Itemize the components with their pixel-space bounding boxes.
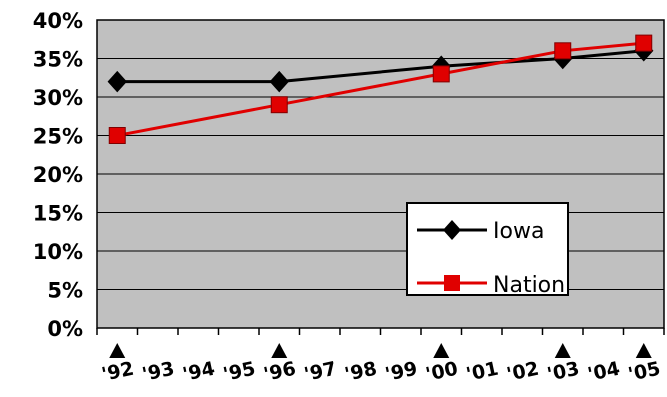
legend-marker-iowa: [443, 220, 461, 240]
y-tick-label: 30%: [33, 86, 83, 110]
data-point-nation: [635, 34, 653, 52]
data-point-nation: [432, 65, 450, 83]
data-point-nation: [270, 96, 288, 114]
y-tick-label: 15%: [33, 202, 83, 226]
legend: Iowa Nation: [406, 202, 569, 298]
y-tick-label: 20%: [33, 163, 83, 187]
x-tick-label: '98: [343, 358, 379, 386]
x-tick-label: '99: [383, 358, 419, 386]
x-tick-label: '03: [545, 358, 581, 386]
x-tick-label: '04: [586, 358, 622, 386]
legend-box: [406, 202, 569, 296]
year-highlight-arrow: [109, 343, 126, 358]
data-point-nation: [554, 42, 572, 60]
data-point-iowa: [107, 70, 127, 93]
y-tick-label: 40%: [33, 9, 83, 33]
x-tick-label: '01: [464, 358, 500, 386]
x-axis: '92'93'94'95'96'97'98'99'00'01'02'03'04 '…: [96, 328, 665, 386]
y-tick-label: 35%: [33, 48, 83, 72]
x-tick-label: '94: [181, 358, 217, 386]
year-highlight-arrow: [433, 343, 450, 358]
y-tick-label: 0%: [47, 317, 83, 341]
x-tick-label: '96: [262, 358, 298, 386]
x-tick-label: '95: [221, 358, 257, 386]
series-group: [107, 34, 654, 144]
y-tick-label: 10%: [33, 240, 83, 264]
data-point-iowa: [269, 70, 289, 93]
x-tick-label: '93: [140, 358, 176, 386]
x-tick-label: '05: [626, 358, 662, 386]
y-axis: 0% 5% 10% 15% 20% 25% 30% 35% 40%: [33, 9, 83, 341]
data-point-nation: [108, 127, 126, 144]
year-highlight-arrow: [554, 343, 571, 358]
legend-label-iowa: Iowa: [493, 219, 544, 244]
legend-marker-nation: [444, 275, 460, 291]
y-tick-label: 5%: [47, 279, 83, 303]
x-tick-label: '00: [424, 358, 460, 386]
x-tick-label: '97: [302, 358, 338, 386]
year-highlight-arrow: [271, 343, 288, 358]
x-tick-label: '02: [505, 358, 541, 386]
x-tick-label: '92: [100, 358, 136, 386]
legend-label-nation: Nation: [493, 273, 565, 298]
y-tick-label: 25%: [33, 125, 83, 149]
year-highlight-arrow: [635, 343, 652, 358]
